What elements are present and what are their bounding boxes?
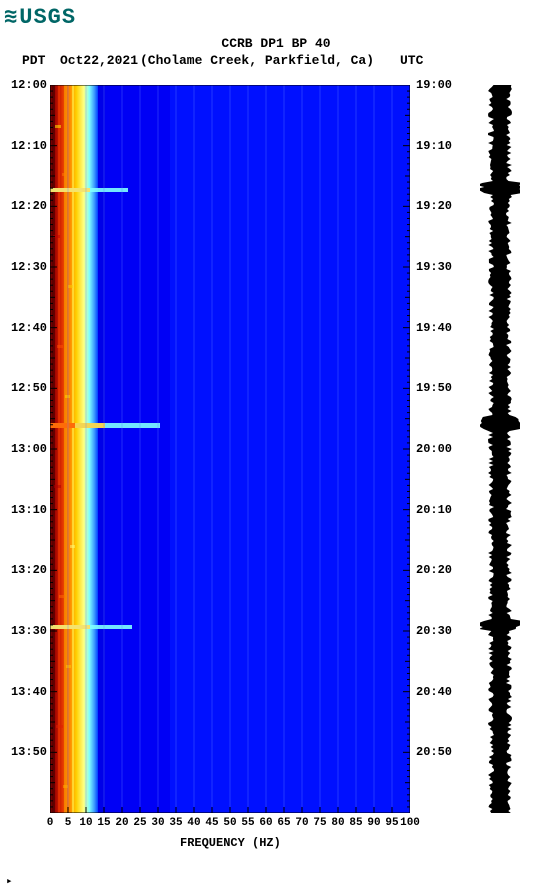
x-tick: 35 — [169, 817, 182, 829]
y-tick-right: 19:40 — [416, 321, 452, 335]
x-tick: 20 — [115, 817, 128, 829]
x-tick: 15 — [97, 817, 110, 829]
spectrogram-plot — [50, 85, 410, 813]
x-tick: 90 — [367, 817, 380, 829]
x-tick: 75 — [313, 817, 326, 829]
y-tick-right: 19:20 — [416, 199, 452, 213]
logo-text: USGS — [19, 5, 76, 30]
y-tick-left: 12:20 — [2, 199, 47, 213]
y-tick-left: 13:20 — [2, 563, 47, 577]
logo-wave-icon: ≋ — [4, 4, 17, 30]
y-tick-left: 12:00 — [2, 78, 47, 92]
y-tick-left: 13:00 — [2, 442, 47, 456]
x-axis-title: FREQUENCY (HZ) — [180, 836, 281, 850]
x-tick: 10 — [79, 817, 92, 829]
y-tick-left: 13:40 — [2, 685, 47, 699]
y-tick-right: 20:50 — [416, 745, 452, 759]
x-tick: 60 — [259, 817, 272, 829]
waveform-strip — [480, 85, 520, 813]
corner-mark: ▸ — [6, 874, 13, 888]
x-tick: 0 — [47, 817, 54, 829]
x-tick: 100 — [400, 817, 420, 829]
x-tick: 30 — [151, 817, 164, 829]
x-tick: 70 — [295, 817, 308, 829]
y-tick-right: 20:40 — [416, 685, 452, 699]
y-tick-right: 20:30 — [416, 624, 452, 638]
x-tick: 95 — [385, 817, 398, 829]
y-tick-right: 19:50 — [416, 381, 452, 395]
y-tick-left: 12:40 — [2, 321, 47, 335]
y-tick-right: 19:10 — [416, 139, 452, 153]
spectrogram-canvas — [50, 85, 410, 813]
chart-title: CCRB DP1 BP 40 — [0, 36, 552, 51]
x-tick: 40 — [187, 817, 200, 829]
location-label: (Cholame Creek, Parkfield, Ca) — [140, 53, 374, 68]
x-tick: 5 — [65, 817, 72, 829]
y-tick-left: 12:10 — [2, 139, 47, 153]
y-tick-left: 12:30 — [2, 260, 47, 274]
y-tick-left: 13:50 — [2, 745, 47, 759]
y-tick-right: 20:10 — [416, 503, 452, 517]
x-tick: 65 — [277, 817, 290, 829]
usgs-logo: ≋ USGS — [4, 4, 76, 30]
x-tick: 55 — [241, 817, 254, 829]
x-tick: 25 — [133, 817, 146, 829]
y-tick-right: 20:00 — [416, 442, 452, 456]
x-tick: 85 — [349, 817, 362, 829]
y-tick-left: 12:50 — [2, 381, 47, 395]
x-tick: 50 — [223, 817, 236, 829]
y-tick-left: 13:30 — [2, 624, 47, 638]
y-tick-right: 19:30 — [416, 260, 452, 274]
x-tick: 80 — [331, 817, 344, 829]
tz-left-label: PDT — [22, 53, 45, 68]
x-tick: 45 — [205, 817, 218, 829]
y-tick-right: 19:00 — [416, 78, 452, 92]
y-tick-left: 13:10 — [2, 503, 47, 517]
date-label: Oct22,2021 — [60, 53, 138, 68]
tz-right-label: UTC — [400, 53, 423, 68]
y-tick-right: 20:20 — [416, 563, 452, 577]
